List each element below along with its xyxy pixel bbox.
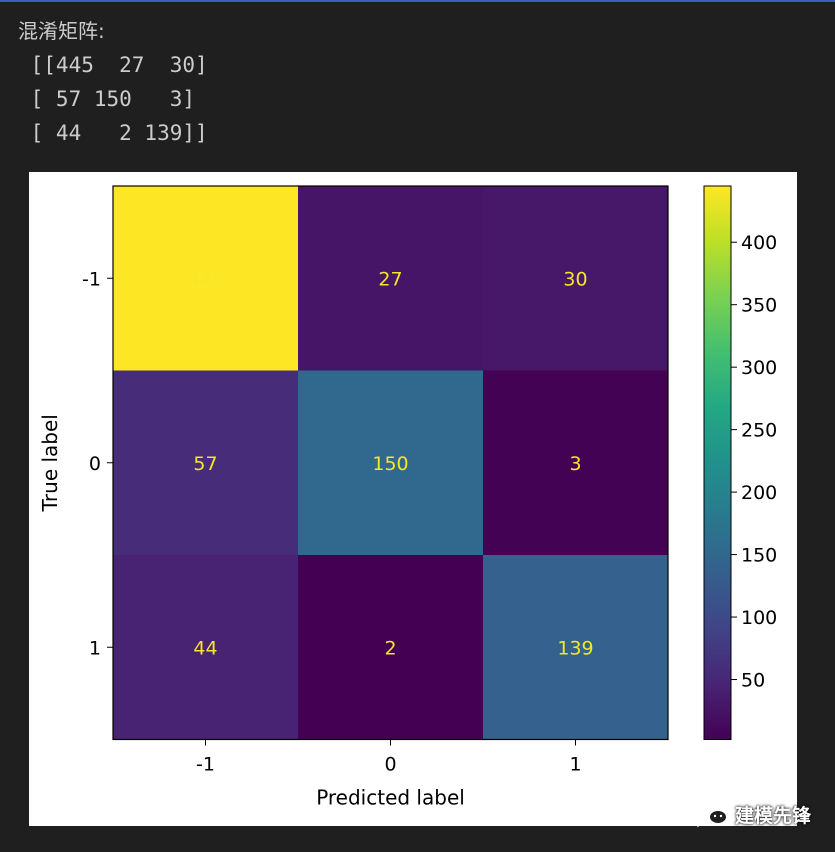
x-tick-label: 0 bbox=[384, 754, 396, 776]
cell-value-label: 150 bbox=[372, 453, 408, 475]
x-tick-label: 1 bbox=[569, 754, 581, 776]
cell-value-label: 57 bbox=[193, 453, 217, 475]
heatmap-cells bbox=[113, 186, 668, 740]
heatmap-cell bbox=[113, 186, 298, 371]
colorbar-tick-label: 300 bbox=[741, 357, 777, 379]
y-tick-label: -1 bbox=[82, 268, 101, 290]
heatmap-cell bbox=[483, 186, 668, 371]
cell-value-label: 3 bbox=[569, 453, 581, 475]
console-line: [ 44 2 139]] bbox=[18, 121, 208, 145]
cell-value-label: 2 bbox=[384, 637, 396, 659]
watermark: 建模先锋 bbox=[695, 801, 811, 828]
console-output: 混淆矩阵: [[445 27 30] [ 57 150 3] [ 44 2 13… bbox=[18, 14, 208, 150]
colorbar-tick-label: 150 bbox=[741, 545, 777, 567]
x-tick-label: -1 bbox=[196, 754, 215, 776]
colorbar-tick-label: 400 bbox=[741, 232, 777, 254]
cell-value-label: 139 bbox=[557, 637, 593, 659]
heatmap-cell bbox=[113, 370, 298, 555]
colorbar-tick-label: 100 bbox=[741, 607, 777, 629]
heatmap-cell bbox=[298, 555, 483, 740]
y-tick-label: 1 bbox=[89, 637, 101, 659]
confusion-matrix-chart: 445 27 30 57 150 3 44 2 139 -1 0 1 -1 0 1 Predicted … bbox=[38, 185, 777, 810]
x-axis-ticks: -1 0 1 bbox=[196, 739, 582, 776]
console-line: [ 57 150 3] bbox=[18, 87, 196, 111]
console-title: 混淆矩阵: bbox=[18, 19, 105, 43]
colorbar-tick-label: 350 bbox=[741, 295, 777, 317]
heatmap-cell bbox=[298, 370, 483, 555]
colorbar bbox=[703, 185, 732, 740]
heatmap-cell bbox=[483, 555, 668, 740]
console-line: [[445 27 30] bbox=[18, 53, 208, 77]
wechat-icon bbox=[695, 803, 728, 827]
cell-value-label: 44 bbox=[193, 637, 217, 659]
confusion-matrix-figure: 445 27 30 57 150 3 44 2 139 -1 0 1 -1 0 1 Predicted … bbox=[29, 172, 797, 826]
watermark-text: 建模先锋 bbox=[734, 805, 811, 827]
y-tick-label: 0 bbox=[89, 453, 101, 475]
colorbar-tick-label: 50 bbox=[741, 670, 765, 692]
heatmap-cell bbox=[298, 186, 483, 371]
colorbar-tick-label: 250 bbox=[741, 420, 777, 442]
x-axis-label: Predicted label bbox=[316, 786, 465, 810]
heatmap-cell bbox=[113, 555, 298, 740]
colorbar-ticks: 50 100 150 200 250 300 350 400 bbox=[731, 232, 777, 692]
y-axis-label: True label bbox=[38, 414, 62, 512]
cell-value-label: 27 bbox=[378, 268, 402, 290]
colorbar-tick-label: 200 bbox=[741, 482, 777, 504]
top-rule bbox=[0, 0, 835, 2]
y-axis-ticks: -1 0 1 bbox=[82, 268, 113, 659]
heatmap-cell bbox=[483, 370, 668, 555]
cell-value-label: 445 bbox=[187, 268, 223, 290]
cell-value-label: 30 bbox=[563, 268, 587, 290]
cell-value-labels: 445 27 30 57 150 3 44 2 139 bbox=[187, 268, 593, 659]
